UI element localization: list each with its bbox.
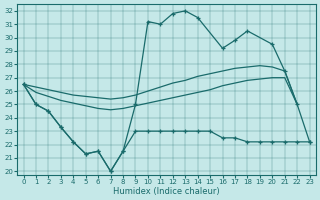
X-axis label: Humidex (Indice chaleur): Humidex (Indice chaleur) xyxy=(113,187,220,196)
